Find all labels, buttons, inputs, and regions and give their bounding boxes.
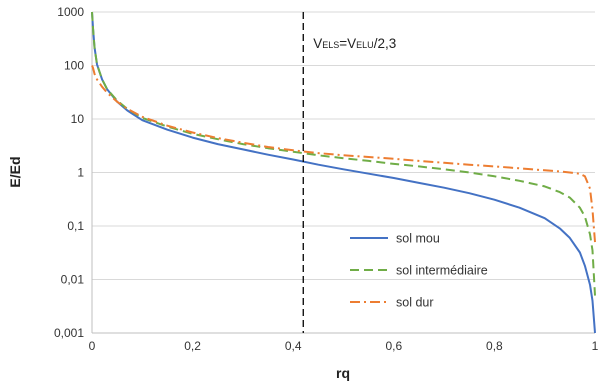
- y-axis-label: E/Ed: [7, 156, 23, 187]
- legend: sol mou sol intermédiaire sol dur: [350, 232, 488, 310]
- y-tick-label: 1: [77, 166, 84, 180]
- grid-lines: [92, 11, 595, 280]
- y-tick-label: 0,01: [61, 273, 85, 287]
- series-lines: [91, 11, 596, 334]
- series-line: [91, 65, 596, 243]
- legend-label: sol mou: [396, 232, 440, 246]
- y-tick-label: 10: [71, 112, 85, 126]
- x-tick-label: 1: [592, 339, 599, 353]
- series-line: [91, 11, 596, 296]
- threshold-label-part: ELU: [356, 40, 374, 50]
- y-tick-labels: 0,001 0,01 0,1 1 10 100 1000: [54, 5, 84, 340]
- y-tick-label: 0,1: [67, 219, 84, 233]
- threshold-label-part: ELS: [322, 40, 339, 50]
- legend-label: sol dur: [396, 296, 434, 310]
- threshold-label: VELS=VELU/2,3: [313, 36, 396, 51]
- x-tick-label: 0,2: [184, 339, 201, 353]
- x-tick-label: 0,4: [285, 339, 302, 353]
- x-tick-label: 0,6: [385, 339, 402, 353]
- annotation: VELS=VELU/2,3: [302, 12, 396, 333]
- series-line: [91, 11, 596, 334]
- x-axis-label: rq: [336, 365, 350, 381]
- y-tick-label: 100: [64, 59, 84, 73]
- threshold-label-part: V: [313, 36, 322, 51]
- threshold-label-part: =V: [339, 36, 356, 51]
- x-tick-label: 0: [89, 339, 96, 353]
- x-tick-labels: 0 0,2 0,4 0,6 0,8 1: [89, 339, 599, 353]
- threshold-label-part: /2,3: [374, 36, 397, 51]
- x-tick-label: 0,8: [486, 339, 503, 353]
- y-tick-label: 0,001: [54, 326, 84, 340]
- y-tick-label: 1000: [57, 5, 84, 19]
- legend-label: sol intermédiaire: [396, 264, 488, 278]
